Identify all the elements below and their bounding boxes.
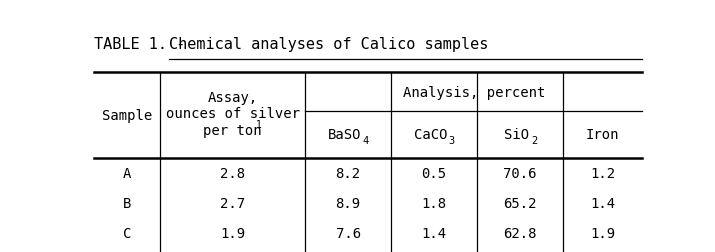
- Text: 2.7: 2.7: [220, 197, 245, 210]
- Text: 7.6: 7.6: [335, 227, 361, 240]
- Text: per ton: per ton: [203, 123, 262, 137]
- Text: Sample: Sample: [102, 109, 152, 122]
- Text: Analysis, percent: Analysis, percent: [403, 85, 545, 99]
- Text: 3: 3: [448, 135, 455, 145]
- Text: 2.8: 2.8: [220, 166, 245, 180]
- Text: A: A: [123, 166, 131, 180]
- Text: BaSO: BaSO: [328, 128, 362, 142]
- Text: SiO: SiO: [504, 128, 529, 142]
- Text: Chemical analyses of Calico samples: Chemical analyses of Calico samples: [169, 37, 488, 52]
- Text: B: B: [123, 197, 131, 210]
- Text: ounces of silver: ounces of silver: [166, 107, 300, 121]
- Text: 1: 1: [256, 119, 262, 129]
- Text: 65.2: 65.2: [503, 197, 536, 210]
- Text: 1.8: 1.8: [421, 197, 447, 210]
- Text: 8.2: 8.2: [335, 166, 361, 180]
- Text: C: C: [123, 227, 131, 240]
- Text: 2: 2: [531, 135, 538, 145]
- Text: 1.4: 1.4: [421, 227, 447, 240]
- Text: 0.5: 0.5: [421, 166, 447, 180]
- Text: 1.9: 1.9: [590, 227, 615, 240]
- Text: CaCO: CaCO: [414, 128, 448, 142]
- Text: 1.9: 1.9: [220, 227, 245, 240]
- Text: 8.9: 8.9: [335, 197, 361, 210]
- Text: 62.8: 62.8: [503, 227, 536, 240]
- Text: Iron: Iron: [586, 128, 619, 142]
- Text: 70.6: 70.6: [503, 166, 536, 180]
- Text: TABLE 1. -: TABLE 1. -: [94, 37, 194, 52]
- Text: Assay,: Assay,: [207, 90, 258, 104]
- Text: 1.2: 1.2: [590, 166, 615, 180]
- Text: 1.4: 1.4: [590, 197, 615, 210]
- Text: 4: 4: [363, 135, 369, 145]
